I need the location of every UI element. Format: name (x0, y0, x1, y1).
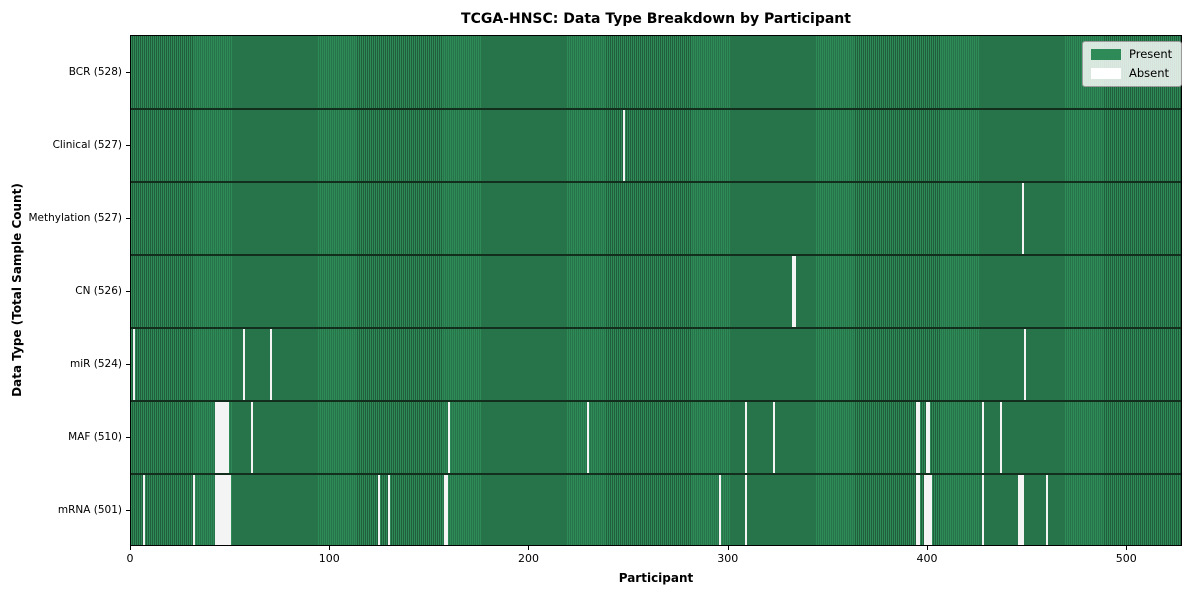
x-tick-mark (727, 546, 729, 550)
x-tick-mark (528, 546, 530, 550)
y-axis-label: Data Type (Total Sample Count) (10, 183, 24, 397)
heatmap-row-cn (131, 255, 1181, 328)
absent-stripe (772, 401, 775, 474)
absent-stripe (214, 401, 229, 474)
legend-label: Present (1129, 47, 1173, 61)
legend-entry-present: Present (1091, 47, 1173, 61)
y-tick-mark (126, 290, 130, 292)
absent-stripe (270, 328, 273, 401)
absent-stripe (623, 109, 626, 182)
x-tick-label: 200 (517, 552, 539, 565)
plot-area (130, 35, 1182, 546)
absent-stripe (916, 401, 920, 474)
absent-stripe (792, 255, 797, 328)
absent-stripe (916, 474, 920, 545)
y-tick-mark (126, 509, 130, 511)
legend-entry-absent: Absent (1091, 65, 1172, 80)
x-tick-label: 100 (318, 552, 340, 565)
y-tick-mark (126, 71, 130, 73)
absent-stripe (981, 401, 984, 474)
y-tick-label: mRNA (501) (57, 503, 122, 516)
heatmap-row-mir (131, 328, 1181, 401)
absent-stripe (925, 401, 930, 474)
legend-label: Absent (1129, 65, 1170, 80)
absent-stripe (1017, 474, 1024, 545)
absent-stripe (250, 401, 253, 474)
row-divider (131, 327, 1181, 329)
y-tick-label: Clinical (527) (52, 138, 122, 151)
legend-swatch-absent (1091, 67, 1121, 79)
x-tick-mark (926, 546, 928, 550)
row-divider (131, 473, 1181, 475)
row-divider (131, 181, 1181, 183)
row-divider (131, 108, 1181, 110)
x-tick-label: 0 (126, 552, 134, 565)
y-tick-label: BCR (528) (68, 65, 122, 78)
absent-stripe (447, 401, 450, 474)
y-tick-mark (126, 363, 130, 365)
x-tick-label: 500 (1115, 552, 1137, 565)
absent-stripe (999, 401, 1002, 474)
absent-stripe (192, 474, 195, 545)
absent-stripe (744, 401, 747, 474)
y-tick-label: miR (524) (69, 357, 122, 370)
absent-stripe (142, 474, 145, 545)
heatmap-row-mrna (131, 474, 1181, 545)
heatmap-row-clinical (131, 109, 1181, 182)
y-tick-label: MAF (510) (68, 430, 122, 443)
heatmap-row-bcr (131, 36, 1181, 109)
y-tick-label: CN (526) (75, 284, 122, 297)
x-axis-label: Participant (618, 571, 694, 585)
absent-stripe (388, 474, 391, 545)
x-tick-mark (1126, 546, 1128, 550)
absent-stripe (132, 328, 135, 401)
x-tick-mark (329, 546, 331, 550)
absent-stripe (923, 474, 932, 545)
absent-stripe (587, 401, 590, 474)
y-tick-label: Methylation (527) (28, 211, 122, 224)
legend: Present Absent (1082, 41, 1183, 87)
x-tick-label: 400 (916, 552, 938, 565)
absent-stripe (443, 474, 448, 545)
heatmap-row-maf (131, 401, 1181, 474)
chart-title: TCGA-HNSC: Data Type Breakdown by Partic… (461, 11, 851, 27)
absent-stripe (1021, 182, 1024, 255)
absent-stripe (214, 474, 231, 545)
row-divider (131, 254, 1181, 256)
absent-stripe (242, 328, 245, 401)
row-divider (131, 400, 1181, 402)
absent-stripe (1045, 474, 1048, 545)
y-tick-mark (126, 144, 130, 146)
heatmap-row-methylation (131, 182, 1181, 255)
absent-stripe (981, 474, 984, 545)
legend-swatch-present (1091, 49, 1121, 61)
absent-stripe (718, 474, 721, 545)
absent-stripe (378, 474, 381, 545)
absent-stripe (744, 474, 747, 545)
y-tick-mark (126, 217, 130, 219)
x-tick-label: 300 (717, 552, 739, 565)
absent-stripe (1023, 328, 1026, 401)
x-tick-mark (130, 546, 131, 550)
y-tick-mark (126, 436, 130, 438)
